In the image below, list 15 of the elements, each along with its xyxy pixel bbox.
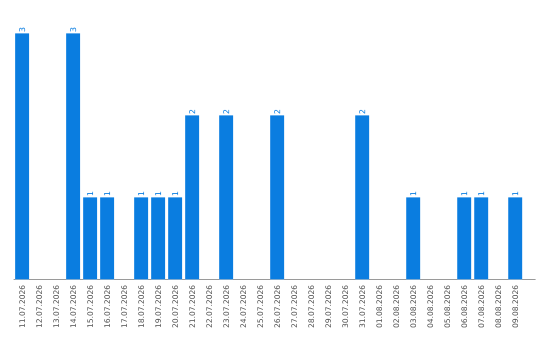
data-label: 2 [223, 110, 230, 114]
data-label: 1 [512, 192, 518, 196]
data-label: 2 [359, 110, 366, 114]
data-label: 1 [172, 192, 178, 196]
data-label: 3 [19, 28, 26, 32]
data-label: 1 [138, 192, 144, 196]
data-label: 2 [274, 110, 280, 114]
data-label: 3 [70, 28, 76, 32]
data-label: 1 [461, 192, 468, 196]
data-label: 1 [87, 192, 94, 196]
data-label: 1 [104, 192, 110, 196]
data-label: 1 [410, 192, 416, 196]
data-label: 2 [189, 110, 196, 114]
data-label: 1 [155, 192, 162, 196]
data-label: 1 [478, 192, 484, 196]
